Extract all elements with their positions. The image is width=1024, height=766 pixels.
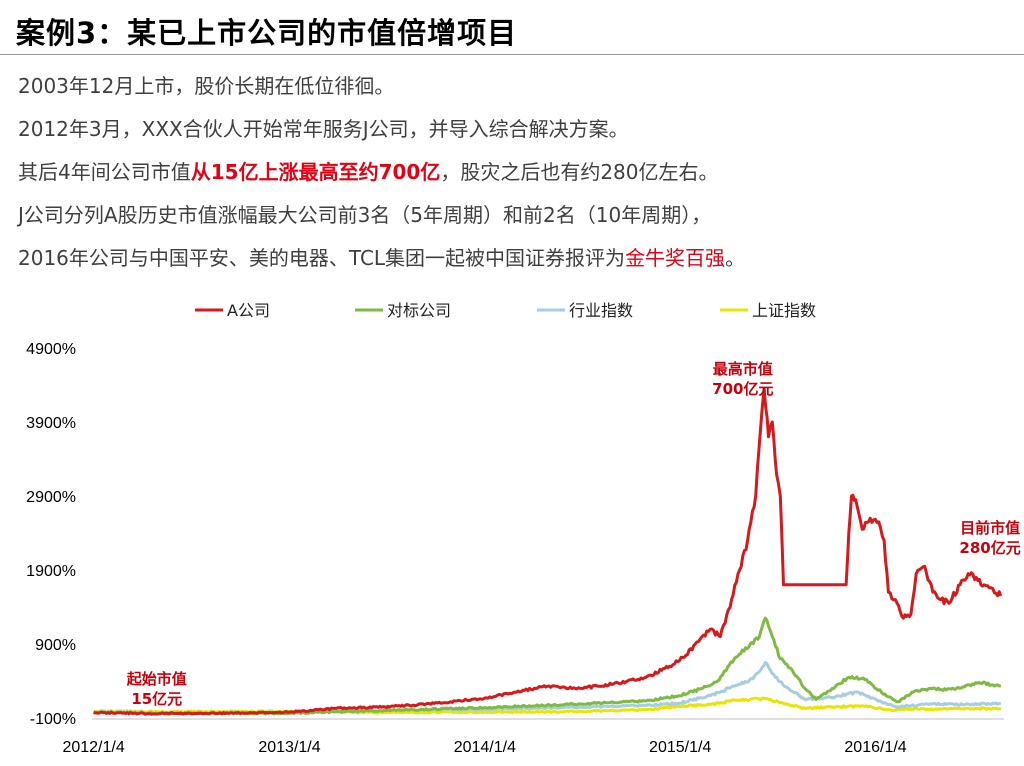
legend-label: 行业指数 <box>569 301 633 320</box>
text-line: 2016年公司与中国平安、美的电器、TCL集团一起被中国证券报评为金牛奖百强。 <box>18 242 745 285</box>
y-tick-label: 2900% <box>26 489 76 506</box>
chart-annotation: 起始市值 <box>126 670 187 688</box>
chart-annotation: 280亿元 <box>959 539 1020 557</box>
text-line: 2012年3月，XXX合伙人开始常年服务J公司，并导入综合解决方案。 <box>18 113 745 156</box>
text-span: 2016年公司与中国平安、美的电器、TCL集团一起被中国证券报评为 <box>18 246 626 270</box>
series-line <box>93 616 1002 716</box>
chart-annotation: 700亿元 <box>712 380 773 398</box>
text-span: J公司分列A股历史市值涨幅最大公司前3名（5年周期）和前2名（10年周期）， <box>18 203 712 227</box>
description-text: 2003年12月上市，股价长期在低位徘徊。 2012年3月，XXX合伙人开始常年… <box>18 70 745 285</box>
chart-series <box>93 387 1003 716</box>
y-axis-ticks: -100% 900% 1900% 2900% 3900% 4900% <box>26 341 76 728</box>
x-tick-label: 2014/1/4 <box>454 739 516 756</box>
text-line: 2003年12月上市，股价长期在低位徘徊。 <box>18 70 745 113</box>
text-span: ，股灾之后也有约280亿左右。 <box>440 160 719 184</box>
slide-title: 案例3：某已上市公司的市值倍增项目 <box>16 16 518 50</box>
highlight-growth: 从15亿上涨最高至约700亿 <box>190 160 441 184</box>
legend-label: 对标公司 <box>387 301 451 320</box>
legend-label: 上证指数 <box>752 301 816 320</box>
y-tick-label: 900% <box>35 637 76 654</box>
y-tick-label: 3900% <box>26 415 76 432</box>
y-tick-label: 4900% <box>26 341 76 358</box>
y-tick-label: -100% <box>30 711 76 728</box>
text-line: 其后4年间公司市值从15亿上涨最高至约700亿，股灾之后也有约280亿左右。 <box>18 156 745 199</box>
text-span: 。 <box>725 246 746 270</box>
market-cap-line-chart: A公司 对标公司 行业指数 上证指数 -100% 900% 1900% 2900% 3900%… <box>26 301 1021 756</box>
series-line <box>93 387 1003 716</box>
x-axis-ticks: 2012/1/4 2013/1/4 2014/1/4 2015/1/4 2016/1/4 <box>62 739 906 756</box>
x-tick-label: 2013/1/4 <box>258 739 320 756</box>
text-span: 2012年3月，XXX合伙人开始常年服务J公司，并导入综合解决方案。 <box>18 117 629 141</box>
chart-annotation: 目前市值 <box>960 519 1020 537</box>
chart-annotation: 最高市值 <box>713 360 773 378</box>
x-tick-label: 2015/1/4 <box>649 739 711 756</box>
chart-annotation: 15亿元 <box>131 690 182 708</box>
highlight-award: 金牛奖百强 <box>625 246 726 270</box>
x-tick-label: 2016/1/4 <box>844 739 906 756</box>
y-tick-label: 1900% <box>26 563 76 580</box>
chart-legend: A公司 对标公司 行业指数 上证指数 <box>195 301 816 320</box>
text-span: 其后4年间公司市值 <box>18 160 191 184</box>
title-divider <box>0 54 1024 55</box>
x-tick-label: 2012/1/4 <box>62 739 124 756</box>
legend-label: A公司 <box>227 301 270 320</box>
text-line: J公司分列A股历史市值涨幅最大公司前3名（5年周期）和前2名（10年周期）， <box>18 199 745 242</box>
text-span: 2003年12月上市，股价长期在低位徘徊。 <box>18 74 395 98</box>
